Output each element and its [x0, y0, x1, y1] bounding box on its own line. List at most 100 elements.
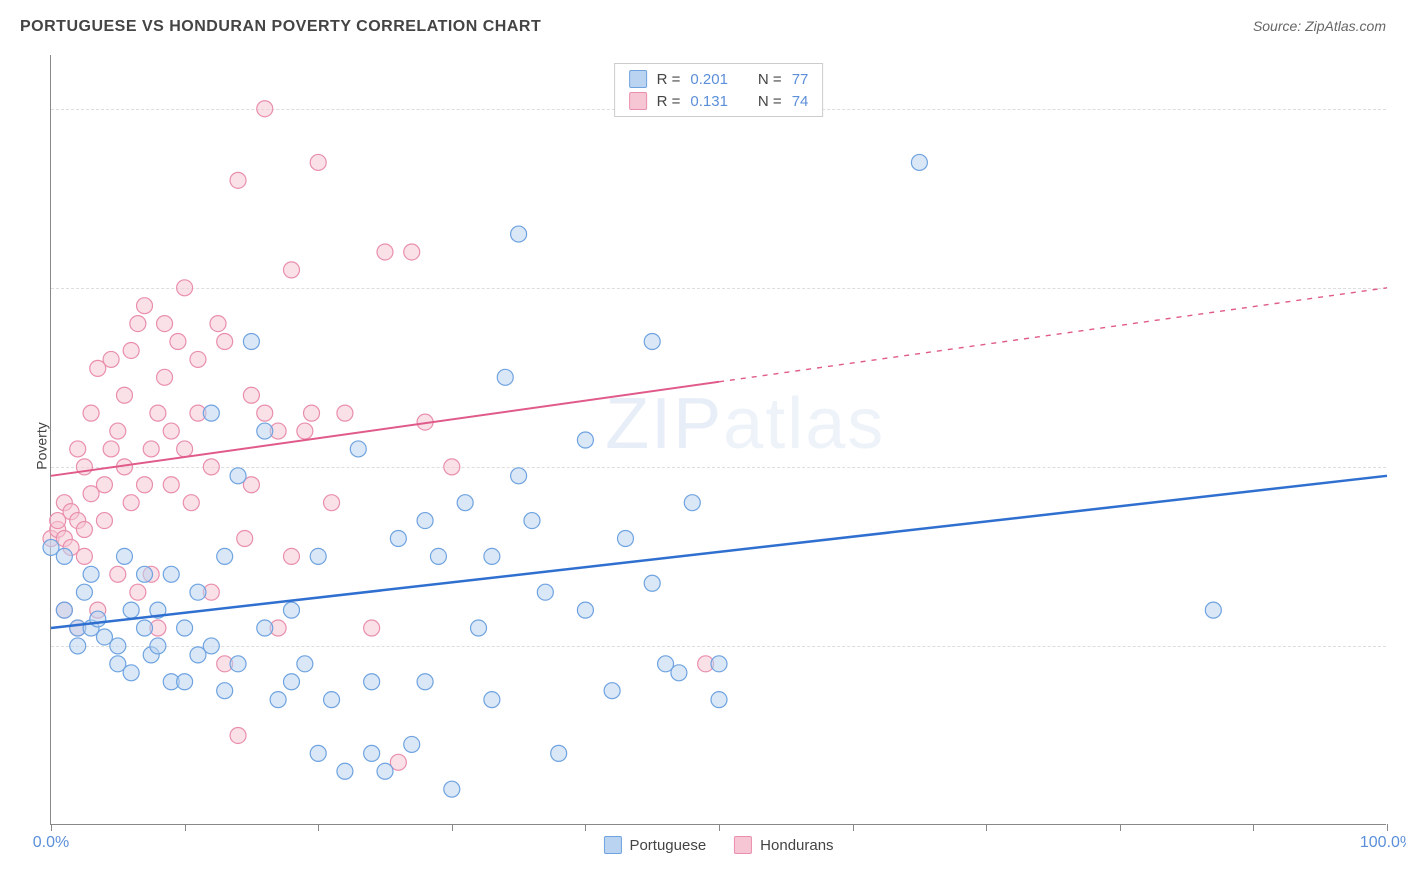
data-point [177, 674, 193, 690]
data-point [70, 638, 86, 654]
data-point [150, 405, 166, 421]
data-point [177, 441, 193, 457]
data-point [90, 611, 106, 627]
data-point [103, 441, 119, 457]
data-point [163, 423, 179, 439]
bottom-legend: Portuguese Hondurans [603, 836, 833, 854]
r-value: 0.131 [690, 93, 728, 110]
data-point [417, 513, 433, 529]
data-point [96, 513, 112, 529]
data-point [137, 566, 153, 582]
x-tick [853, 824, 854, 831]
data-point [511, 226, 527, 242]
data-point [137, 620, 153, 636]
stat-row: R = 0.201 N = 77 [629, 70, 809, 88]
data-point [203, 459, 219, 475]
data-point [123, 495, 139, 511]
data-point [203, 638, 219, 654]
data-point [123, 665, 139, 681]
chart-container: PORTUGUESE VS HONDURAN POVERTY CORRELATI… [0, 0, 1406, 892]
data-point [364, 674, 380, 690]
data-point [110, 423, 126, 439]
data-point [230, 468, 246, 484]
data-point [283, 602, 299, 618]
data-point [537, 584, 553, 600]
data-point [257, 423, 273, 439]
data-point [243, 334, 259, 350]
data-point [163, 477, 179, 493]
data-point [310, 154, 326, 170]
data-point [270, 692, 286, 708]
data-point [404, 244, 420, 260]
data-point [444, 781, 460, 797]
data-point [377, 244, 393, 260]
data-point [310, 548, 326, 564]
x-tick [986, 824, 987, 831]
data-point [484, 548, 500, 564]
legend-label: Hondurans [760, 837, 833, 854]
data-point [324, 495, 340, 511]
legend-label: Portuguese [629, 837, 706, 854]
x-tick [51, 824, 52, 831]
data-point [143, 441, 159, 457]
r-label: R = [657, 93, 681, 110]
data-point [337, 763, 353, 779]
n-label: N = [758, 71, 782, 88]
data-point [123, 342, 139, 358]
x-tick-label: 100.0% [1360, 834, 1406, 852]
data-point [170, 334, 186, 350]
data-point [237, 530, 253, 546]
data-point [444, 459, 460, 475]
x-tick [1253, 824, 1254, 831]
data-point [377, 763, 393, 779]
data-point [297, 656, 313, 672]
x-tick [1120, 824, 1121, 831]
data-point [911, 154, 927, 170]
data-point [257, 405, 273, 421]
chart-title: PORTUGUESE VS HONDURAN POVERTY CORRELATI… [20, 18, 541, 36]
data-point [76, 584, 92, 600]
data-point [116, 548, 132, 564]
data-point [524, 513, 540, 529]
data-point [310, 745, 326, 761]
data-point [230, 172, 246, 188]
x-tick [452, 824, 453, 831]
x-tick-label: 0.0% [33, 834, 69, 852]
data-point [177, 620, 193, 636]
data-point [304, 405, 320, 421]
data-point [110, 638, 126, 654]
r-value: 0.201 [690, 71, 728, 88]
n-value: 77 [792, 71, 809, 88]
data-point [137, 298, 153, 314]
r-label: R = [657, 71, 681, 88]
data-point [644, 575, 660, 591]
data-point [257, 101, 273, 117]
data-point [337, 405, 353, 421]
data-point [577, 602, 593, 618]
data-point [257, 620, 273, 636]
y-tick-label: 10.0% [1396, 637, 1406, 655]
data-point [283, 548, 299, 564]
data-point [1205, 602, 1221, 618]
trendline [51, 382, 719, 476]
data-point [183, 495, 199, 511]
data-point [56, 602, 72, 618]
series-swatch [603, 836, 621, 854]
data-point [324, 692, 340, 708]
data-point [163, 566, 179, 582]
data-point [457, 495, 473, 511]
x-tick [318, 824, 319, 831]
y-axis-label: Poverty [34, 422, 50, 469]
data-point [157, 316, 173, 332]
data-point [150, 638, 166, 654]
data-point [364, 620, 380, 636]
data-point [70, 441, 86, 457]
data-point [76, 548, 92, 564]
data-point [177, 280, 193, 296]
data-point [644, 334, 660, 350]
data-point [217, 683, 233, 699]
data-point [243, 387, 259, 403]
data-point [711, 692, 727, 708]
x-tick [185, 824, 186, 831]
plot-area: ZIPatlas R =0.201N =77R =0.131N =74 Port… [50, 55, 1386, 825]
